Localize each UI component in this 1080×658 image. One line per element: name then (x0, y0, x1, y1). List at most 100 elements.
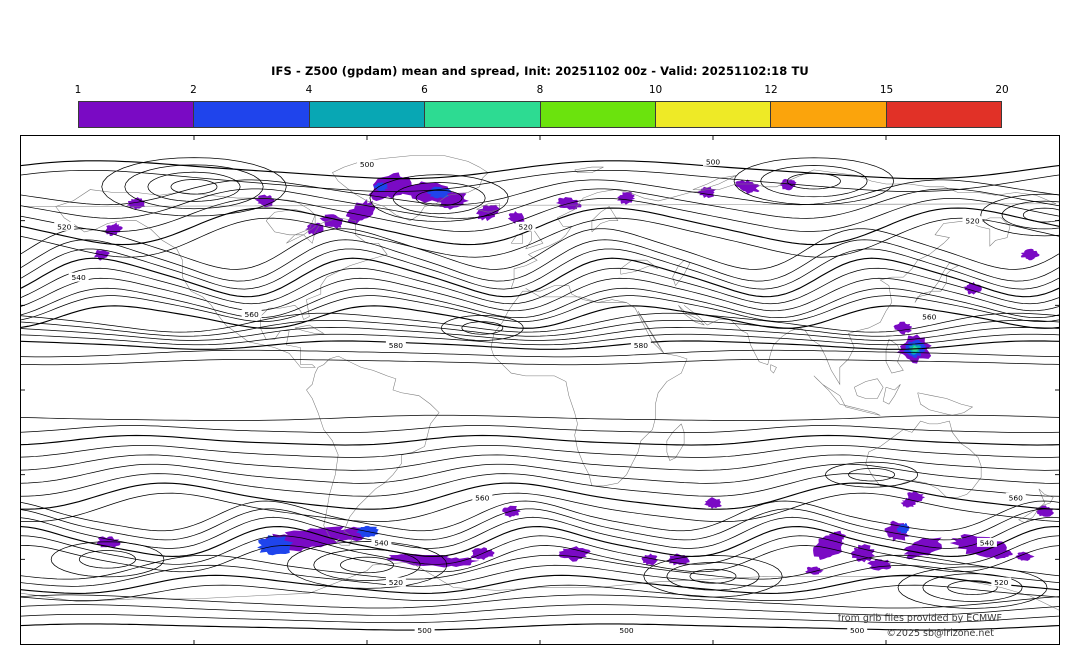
isoline-label: 560 (922, 313, 937, 322)
isoline-label-mask (616, 625, 637, 635)
coastline (885, 338, 904, 374)
isoline-512 (21, 594, 1059, 609)
isoline-560 (21, 305, 1059, 329)
coastline-layer (21, 155, 1059, 611)
isoline-540 (21, 257, 1059, 298)
isoline-label: 500 (360, 160, 375, 169)
colorbar-swatch-1-2 (79, 102, 195, 127)
spread-patch (779, 178, 797, 191)
isoline-closed-cell (689, 568, 737, 584)
map-panel[interactable]: 520 520 520 540 560 560 580 580 500 500 560 560 540 5… (20, 135, 1060, 645)
isoline-label: 520 (518, 222, 533, 231)
colorbar-gradient (78, 101, 1002, 128)
isoline-532 (21, 239, 1059, 282)
coastline (882, 384, 901, 405)
coastline (306, 355, 440, 546)
isoline-536 (21, 535, 1059, 565)
frame-tick-layer (21, 136, 1059, 644)
coastline (21, 561, 1059, 611)
isoline-580 (21, 340, 1059, 350)
colorbar-legend: 1 2 4 6 8 10 12 15 20 (75, 84, 1009, 128)
isoline-560 (21, 482, 1059, 510)
coastline (525, 288, 627, 303)
world-map-svg: 520 520 520 540 560 560 580 580 500 500 560 560 540 5… (21, 136, 1059, 644)
isoline-closed-cell (733, 157, 895, 206)
isoline-564 (21, 473, 1059, 497)
spread-patch (257, 535, 294, 556)
isoline-label-mask (54, 221, 75, 231)
isoline-closed-cell (286, 541, 448, 589)
isoline-528 (21, 228, 1059, 270)
isoline-closed-cell (124, 164, 264, 210)
isoline-564 (21, 312, 1059, 333)
isoline-580 (21, 434, 1059, 446)
isoline-closed-cell (339, 556, 394, 574)
coastline (770, 364, 777, 374)
isoline-584 (21, 425, 1059, 434)
spread-patch (94, 249, 110, 261)
isoline-closed-cell (643, 555, 783, 598)
isoline-closed-cell (415, 189, 463, 207)
spread-patch (893, 321, 912, 335)
coastline (637, 310, 665, 354)
isoline-536 (21, 248, 1059, 290)
isoline-label: 520 (57, 222, 72, 231)
isoline-556 (21, 492, 1059, 523)
spread-patch (1015, 551, 1035, 561)
isoline-label-mask (472, 492, 493, 502)
credit-copyright: ©2025 sb@irizone.net (886, 628, 994, 639)
isoline-closed-cell (922, 573, 1023, 602)
isoline-closed-cell (440, 315, 524, 341)
spread-shading-layer (94, 172, 1055, 575)
coastline (917, 392, 974, 416)
spread-patch (426, 186, 452, 199)
colorbar-tick-20: 20 (995, 84, 1009, 96)
coastline (55, 189, 388, 368)
isoline-548 (21, 508, 1059, 541)
isoline-label-mask (847, 625, 868, 635)
isoline-540 (21, 525, 1059, 558)
isoline-584 (21, 349, 1059, 358)
isoline-label: 540 (374, 538, 389, 547)
isoline-label: 560 (1009, 493, 1024, 502)
isoline-576 (21, 445, 1059, 458)
isoline-closed-cell (101, 157, 287, 217)
spread-patch (734, 179, 760, 195)
colorbar-tick-15: 15 (879, 84, 894, 96)
coastline (510, 234, 524, 244)
isoline-label: 560 (245, 310, 260, 319)
isoline-label: 520 (994, 578, 1009, 587)
coastline (692, 175, 737, 190)
isoline-label-mask (414, 625, 435, 635)
isoline-548 (21, 277, 1059, 312)
isoline-label-mask (1005, 492, 1026, 502)
isoline-closed-cell (78, 550, 137, 569)
colorbar-tick-4: 4 (305, 84, 313, 96)
isoline-572 (21, 454, 1059, 471)
isoline-label-mask (68, 272, 89, 282)
isoline-552 (21, 287, 1059, 319)
spread-patch (368, 172, 412, 202)
isoline-closed-cell (50, 541, 165, 578)
isoline-516 (21, 198, 1059, 232)
colorbar-tick-12: 12 (764, 84, 778, 96)
spread-patch (896, 522, 910, 534)
isoline-label: 500 (619, 626, 634, 635)
isoline-closed-cell (947, 580, 998, 595)
colorbar-swatch-2-4 (194, 102, 310, 127)
colorbar-tick-6: 6 (421, 84, 428, 96)
isoline-closed-cell (666, 562, 760, 591)
spread-patch (641, 553, 658, 566)
isoline-closed-cell (461, 321, 504, 335)
coastline (914, 262, 959, 303)
isoline-label: 580 (634, 341, 649, 350)
isoline-closed-cell (170, 179, 218, 195)
coastline (331, 155, 489, 221)
isoline-label-mask (630, 340, 651, 350)
isoline-closed-cell (980, 193, 1059, 237)
coastline (813, 375, 881, 416)
colorbar-tick-2: 2 (190, 84, 197, 96)
isoline-closed-cell (147, 171, 241, 202)
colorbar-tick-10: 10 (648, 84, 663, 96)
